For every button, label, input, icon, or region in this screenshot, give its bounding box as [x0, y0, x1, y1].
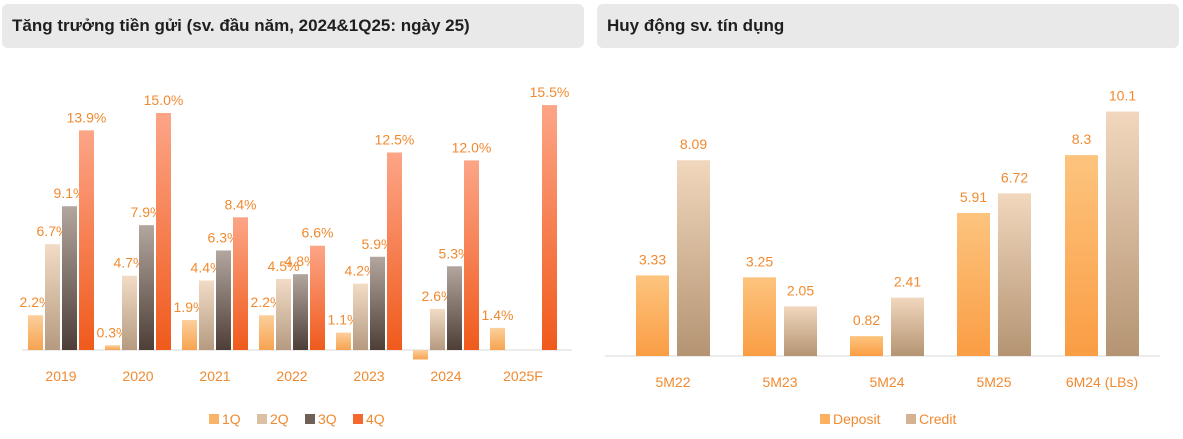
bar-1q-2021	[182, 319, 197, 350]
data-label: 8.3	[1072, 131, 1092, 147]
chart-title-deposit-vs-credit: Huy động sv. tín dụng	[597, 4, 1179, 48]
bar-1q-2019	[28, 315, 43, 350]
legend-label-4q: 4Q	[366, 411, 385, 427]
legend-swatch-4q	[353, 414, 363, 424]
data-label: 12.0%	[452, 139, 492, 155]
bar-4q-2024	[464, 160, 479, 350]
x-tick-label: 2025F	[503, 368, 543, 384]
bar-4q-2025f	[542, 105, 557, 350]
data-label: 0.82	[853, 312, 880, 328]
legend-label-3q: 3Q	[318, 411, 337, 427]
bar-credit-1	[784, 306, 817, 356]
x-tick-label: 2024	[430, 368, 461, 384]
x-tick-label: 2020	[122, 368, 153, 384]
bar-2q-2019	[45, 244, 60, 350]
bar-credit-2	[891, 297, 924, 356]
bar-1q-2022	[259, 315, 274, 350]
data-label: 1.4%	[482, 307, 514, 323]
bar-3q-2024	[447, 266, 462, 350]
x-tick-label: 6M24 (LBs)	[1066, 374, 1138, 390]
data-label: 15.0%	[144, 92, 184, 108]
x-tick-label: 2022	[276, 368, 307, 384]
data-label: 4.4%	[191, 259, 223, 275]
data-label: 3.25	[746, 253, 773, 269]
bar-credit-0	[677, 160, 710, 356]
x-tick-label: 5M25	[976, 374, 1011, 390]
legend-swatch-2q	[257, 414, 267, 424]
x-tick-label: 5M23	[762, 374, 797, 390]
x-tick-label: 2021	[199, 368, 230, 384]
bar-2q-2023	[353, 283, 368, 350]
legend-swatch-deposit	[820, 414, 830, 424]
bar-deposit-3	[957, 212, 990, 356]
bar-deposit-4	[1065, 155, 1098, 356]
bar-credit-4	[1106, 111, 1139, 356]
legend-swatch-1q	[209, 414, 219, 424]
bar-4q-2021	[233, 217, 248, 350]
data-label: 8.09	[680, 136, 707, 152]
bar-2q-2024	[430, 308, 445, 350]
bar-3q-2019	[62, 206, 77, 350]
bar-3q-2021	[216, 250, 231, 350]
bar-3q-2020	[139, 225, 154, 350]
data-label: 4.2%	[345, 263, 377, 279]
x-tick-label: 5M24	[869, 374, 904, 390]
legend-label-2q: 2Q	[270, 411, 289, 427]
bar-2q-2021	[199, 280, 214, 350]
data-label: 2.2%	[251, 294, 283, 310]
bar-1q-2025f	[490, 327, 505, 350]
data-label: 15.5%	[530, 84, 570, 100]
data-label: 4.7%	[114, 255, 146, 271]
data-label: 6.3%	[208, 229, 240, 245]
data-label: 5.3%	[439, 245, 471, 261]
bar-2q-2022	[276, 278, 291, 350]
data-label: 1.1%	[328, 312, 360, 328]
legend-label-deposit: Deposit	[833, 411, 881, 427]
data-label: 9.1%	[54, 185, 86, 201]
data-label: 2.41	[894, 274, 921, 290]
data-label: 6.6%	[302, 225, 334, 241]
data-label: 1.9%	[174, 299, 206, 315]
bar-deposit-0	[636, 275, 669, 356]
bar-4q-2019	[79, 130, 94, 350]
bar-4q-2020	[156, 113, 171, 350]
data-label: 8.4%	[225, 196, 257, 212]
bar-1q-2020	[105, 345, 120, 350]
data-label: 2.6%	[422, 288, 454, 304]
data-label: 0.3%	[97, 324, 129, 340]
data-label: 6.7%	[37, 223, 69, 239]
data-label: 10.1	[1109, 88, 1136, 104]
data-label: 7.9%	[131, 204, 163, 220]
data-label: 12.5%	[375, 132, 415, 148]
bar-4q-2022	[310, 245, 325, 350]
bar-deposit-1	[743, 277, 776, 356]
bar-4q-2023	[387, 152, 402, 350]
bar-1q-2023	[336, 332, 351, 350]
data-label: 13.9%	[67, 109, 107, 125]
legend-label-credit: Credit	[919, 411, 956, 427]
bar-3q-2022	[293, 274, 308, 350]
data-label: 3.33	[639, 251, 666, 267]
legend-swatch-credit	[906, 414, 916, 424]
bar-3q-2023	[370, 256, 385, 350]
data-label: 4.5%	[268, 258, 300, 274]
bar-1q-2024	[413, 350, 428, 360]
data-label: 5.91	[960, 189, 987, 205]
data-label: 5.9%	[362, 236, 394, 252]
legend-swatch-3q	[305, 414, 315, 424]
bar-deposit-2	[850, 336, 883, 356]
data-label: 2.2%	[20, 294, 52, 310]
x-tick-label: 2019	[45, 368, 76, 384]
legend-label-1q: 1Q	[222, 411, 241, 427]
data-label: 2.05	[787, 282, 814, 298]
chart-title-deposit-growth: Tăng trưởng tiền gửi (sv. đầu năm, 2024&…	[2, 4, 584, 48]
bar-credit-3	[998, 193, 1031, 356]
x-tick-label: 5M22	[655, 374, 690, 390]
bar-2q-2020	[122, 275, 137, 350]
data-label: 4.8%	[285, 253, 317, 269]
data-label: 6.72	[1001, 169, 1028, 185]
x-tick-label: 2023	[353, 368, 384, 384]
